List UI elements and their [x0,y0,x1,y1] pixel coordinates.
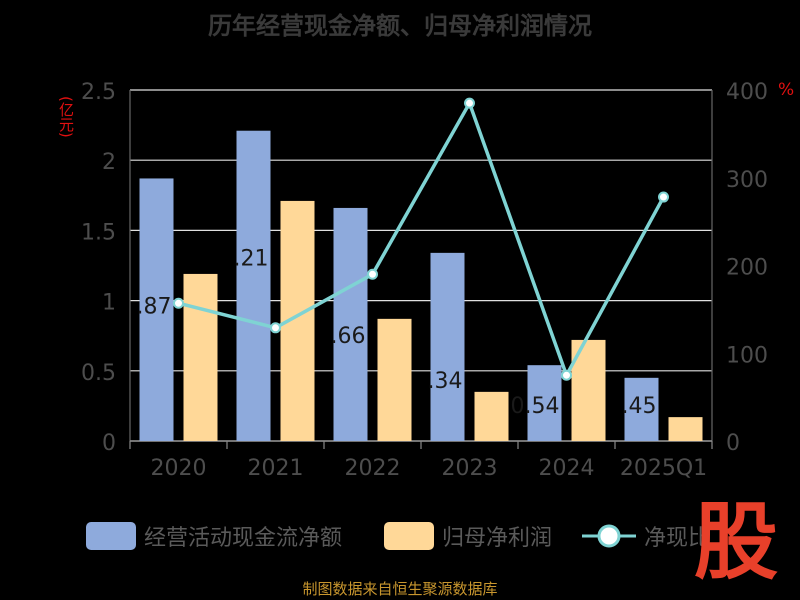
y-right-tick-label: 300 [726,168,768,193]
ratio-point [173,297,184,309]
left-axis-unit: (亿元) [57,96,75,138]
y-right-tick-label: 400 [726,80,768,105]
y-left-tick-label: 0.5 [81,361,116,386]
legend-item-net-profit[interactable]: 归母净利润 [384,516,552,556]
right-axis-unit: % [778,80,795,100]
legend-item-ratio[interactable]: 净现比 [582,516,710,556]
y-right-tick-label: 100 [726,343,768,368]
y-left-tick-label: 2 [102,150,116,175]
data-label: .34 [428,369,463,394]
source-footer: 制图数据来自恒生聚源数据库 [302,580,498,598]
x-tick-label: 2021 [248,456,304,481]
y-left-tick-label: 2.5 [81,80,116,105]
ratio-point [658,191,669,203]
y-left-tick-label: 1.5 [81,220,116,245]
bar-net-profit [668,417,703,441]
bar-operating-cash-flow [527,365,562,441]
legend-swatch-net-profit [384,522,434,550]
legend-label-operating-cash-flow: 经营活动现金流净额 [144,526,343,551]
x-tick-label: 2023 [442,456,498,481]
y-right-tick-label: 0 [726,431,740,456]
bar-operating-cash-flow [624,377,659,441]
x-tick-label: 2020 [151,456,207,481]
bar-operating-cash-flow [139,178,174,441]
y-right-tick-label: 200 [726,256,768,281]
bar-operating-cash-flow [333,207,368,441]
legend-line-marker [582,524,636,548]
bar-net-profit [377,318,412,441]
x-tick-label: 2024 [539,456,595,481]
chart-title: 历年经营现金净额、归母净利润情况 [208,12,592,40]
x-tick-label: 2025Q1 [620,456,707,481]
ratio-line [178,98,666,380]
ratio-point [464,97,475,109]
bar-net-profit [474,391,509,441]
data-label: .45 [622,394,657,419]
legend-label-ratio: 净现比 [644,526,711,551]
y-left-tick-label: 1 [102,291,116,316]
bar-operating-cash-flow [430,252,465,441]
logo-mark: 股 [693,493,778,591]
legend-swatch-operating-cash-flow [86,522,136,550]
data-label: .87 [137,294,172,319]
y-left-tick-label: 0 [102,431,116,456]
ratio-point [367,268,378,280]
data-label: .66 [331,324,366,349]
bar-net-profit [183,273,218,441]
bar-operating-cash-flow [236,130,271,441]
legend-label-net-profit: 归母净利润 [442,526,553,551]
data-label: 0.54 [511,394,560,419]
ratio-point [561,369,572,381]
x-tick-label: 2022 [345,456,401,481]
data-label: .21 [234,247,269,272]
ratio-point [270,322,281,334]
legend-item-operating-cash-flow[interactable]: 经营活动现金流净额 [86,516,342,556]
